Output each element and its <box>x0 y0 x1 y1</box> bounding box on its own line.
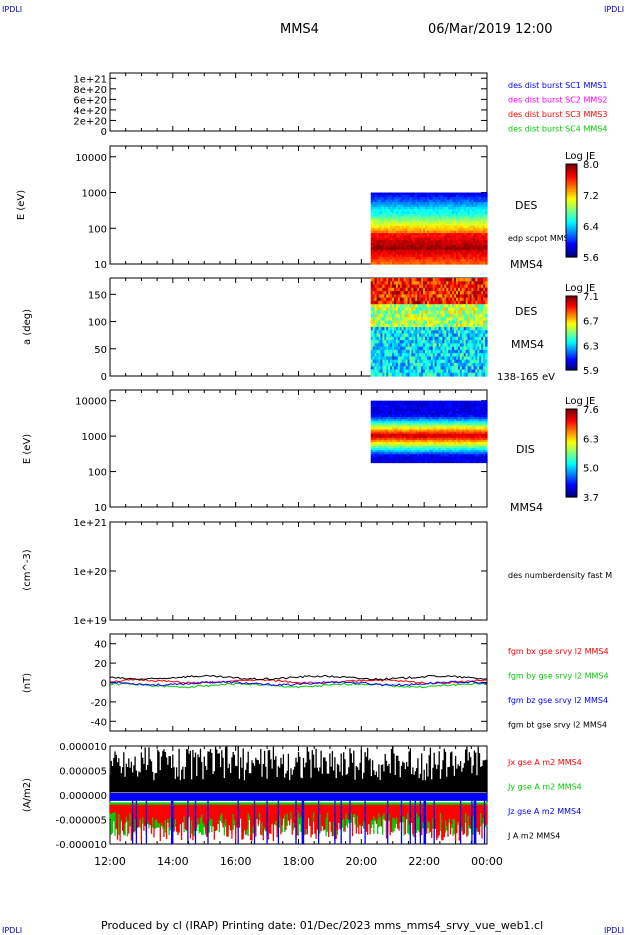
panel-footer-label: 138-165 eV <box>497 372 555 383</box>
y-tick-label: 2e+20 <box>73 116 107 127</box>
y-tick-label: 1000 <box>82 189 107 200</box>
colorbar-tick-label: 7.1 <box>583 292 599 303</box>
y-axis-label: E (eV) <box>16 190 27 220</box>
heatmap-cell <box>485 262 488 265</box>
y-tick-label: 10000 <box>75 397 107 408</box>
y-tick-label: 10 <box>94 503 107 514</box>
panel-footer-label: MMS4 <box>510 258 543 271</box>
legend-label: des dist burst SC4 MMS4 <box>508 125 607 134</box>
y-tick-label: 1000 <box>82 432 107 443</box>
colorbar-tick-label: 6.7 <box>583 317 599 328</box>
heatmap-label: DES <box>515 199 537 212</box>
x-tick-label: 22:00 <box>408 855 440 868</box>
heatmap-label-2: MMS4 <box>511 338 544 351</box>
legend-label: des dist burst SC1 MMS1 <box>508 81 607 90</box>
y-tick-label: 1e+21 <box>73 74 107 85</box>
y-tick-label: 4e+20 <box>73 106 107 117</box>
y-tick-label: 10000 <box>75 153 107 164</box>
y-tick-label: 100 <box>88 468 107 479</box>
x-tick-label: 00:00 <box>471 855 503 868</box>
colorbar-tick-label: 8.0 <box>583 160 599 171</box>
annotation-label: edp scpot MMS4 <box>508 234 574 243</box>
y-axis-label: E (eV) <box>22 434 33 464</box>
heatmap-cell <box>485 373 488 377</box>
x-tick-label: 12:00 <box>94 855 126 868</box>
y-tick-label: 100 <box>88 318 107 329</box>
x-tick-label: 16:00 <box>220 855 252 868</box>
y-tick-label: 0 <box>101 127 107 138</box>
colorbar-tick-label: 6.4 <box>583 222 599 233</box>
y-tick-label: 8e+20 <box>73 85 107 96</box>
colorbar-tick-label: 7.2 <box>583 191 599 202</box>
y-tick-label: 6e+20 <box>73 95 107 106</box>
legend-label: des dist burst SC2 MMS2 <box>508 96 607 105</box>
x-tick-label: 20:00 <box>345 855 377 868</box>
y-tick-label: 150 <box>88 290 107 301</box>
heatmap-label: DES <box>515 305 537 318</box>
colorbar-tick-label: 5.9 <box>583 366 599 377</box>
panel-frame-5 <box>110 522 487 620</box>
y-tick-label: 50 <box>94 345 107 356</box>
panel-frame-1 <box>110 73 487 131</box>
legend-label: des dist burst SC3 MMS3 <box>508 110 607 119</box>
colorbar-tick-label: 5.6 <box>583 253 599 264</box>
y-tick-label: 0 <box>101 372 107 383</box>
x-tick-label: 18:00 <box>283 855 315 868</box>
y-tick-label: 100 <box>88 224 107 235</box>
x-tick-label: 14:00 <box>157 855 189 868</box>
colorbar-tick-label: 6.3 <box>583 341 599 352</box>
y-axis-label: a (deg) <box>22 309 33 345</box>
y-tick-label: 10 <box>94 260 107 271</box>
